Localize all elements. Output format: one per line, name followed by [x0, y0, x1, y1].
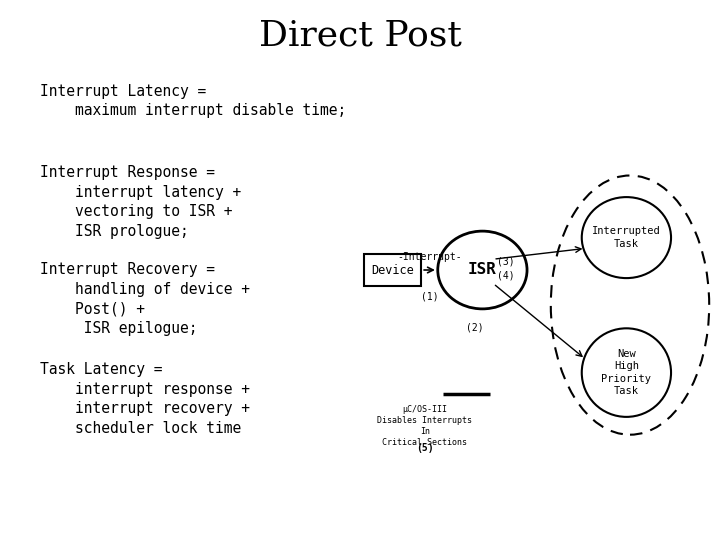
Text: (5): (5): [416, 443, 433, 453]
Text: (4): (4): [497, 271, 514, 280]
Text: Task Latency =
    interrupt response +
    interrupt recovery +
    scheduler l: Task Latency = interrupt response + inte…: [40, 362, 250, 436]
Ellipse shape: [582, 328, 671, 417]
FancyBboxPatch shape: [364, 254, 421, 286]
Text: (3): (3): [497, 257, 514, 267]
Text: Interrupt Response =
    interrupt latency +
    vectoring to ISR +
    ISR prol: Interrupt Response = interrupt latency +…: [40, 165, 241, 239]
Text: New
High
Priority
Task: New High Priority Task: [601, 349, 652, 396]
Text: Device: Device: [371, 264, 414, 276]
Ellipse shape: [438, 231, 527, 309]
Text: (1): (1): [420, 292, 438, 302]
Text: Interrupt Recovery =
    handling of device +
    Post() +
     ISR epilogue;: Interrupt Recovery = handling of device …: [40, 262, 250, 336]
Ellipse shape: [582, 197, 671, 278]
Text: Interrupt Latency =
    maximum interrupt disable time;: Interrupt Latency = maximum interrupt di…: [40, 84, 346, 118]
Text: Direct Post: Direct Post: [258, 19, 462, 53]
Text: -Interrupt-: -Interrupt-: [397, 252, 462, 262]
Text: (2): (2): [467, 322, 484, 333]
Text: μC/OS-III
Disables Interrupts
In
Critical Sections: μC/OS-III Disables Interrupts In Critica…: [377, 405, 472, 447]
Text: ISR: ISR: [468, 262, 497, 278]
Text: Interrupted
Task: Interrupted Task: [592, 226, 661, 249]
